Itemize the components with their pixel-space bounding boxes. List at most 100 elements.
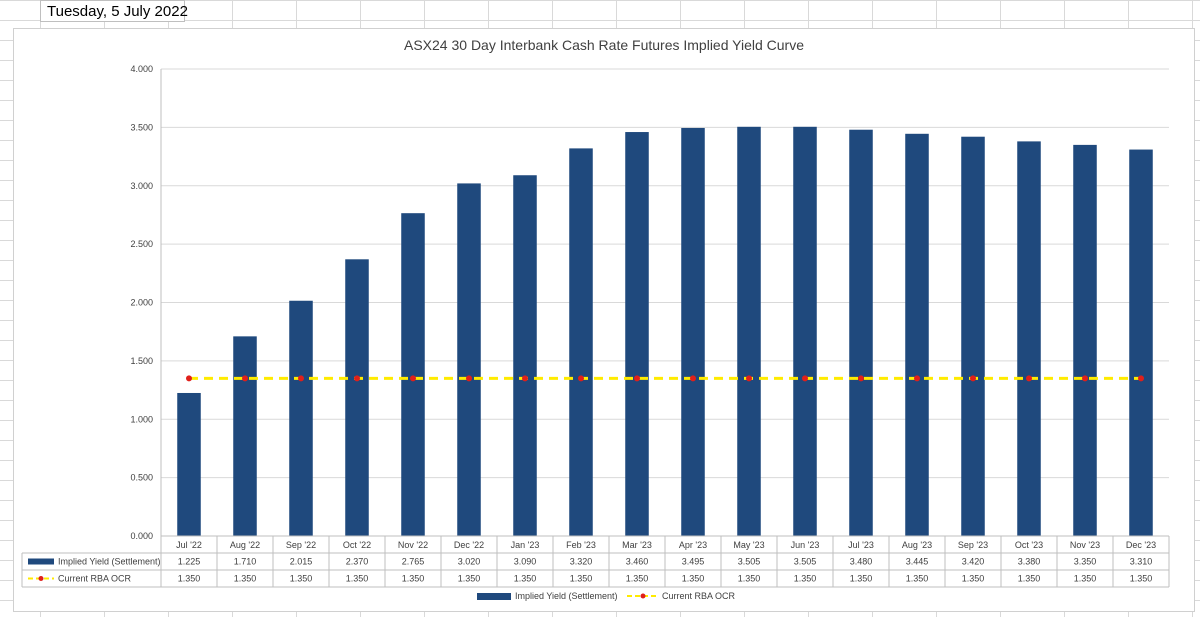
x-tick-label: Mar '23 [622,540,652,550]
y-tick-label: 3.000 [130,181,153,191]
table-value: 3.350 [1074,557,1097,567]
ocr-marker [858,375,864,382]
table-key-bar [28,558,54,565]
table-value: 1.350 [458,574,481,584]
table-value: 1.350 [1130,574,1153,584]
table-value: 3.505 [738,557,761,567]
ocr-marker [186,375,192,382]
ocr-marker [690,375,696,382]
ocr-marker [578,375,584,382]
bar-implied-yield [625,132,649,537]
legend-bar-label: Implied Yield (Settlement) [515,591,618,601]
table-value: 2.765 [402,557,425,567]
y-tick-label: 1.000 [130,414,153,424]
y-tick-label: 0.500 [130,473,153,483]
table-value: 1.710 [234,557,257,567]
y-tick-label: 2.000 [130,298,153,308]
date-cell[interactable]: Tuesday, 5 July 2022 [40,0,188,22]
legend-bar-key [477,593,511,600]
ocr-marker [522,375,528,382]
x-tick-label: Sep '22 [286,540,316,550]
x-tick-label: Feb '23 [566,540,596,550]
bar-implied-yield [737,126,761,536]
legend-line-marker [640,593,646,599]
table-value: 3.380 [1018,557,1041,567]
y-tick-label: 4.000 [130,64,153,74]
legend-line-label: Current RBA OCR [662,591,736,601]
table-value: 3.020 [458,557,481,567]
bar-implied-yield [1073,144,1097,536]
table-value: 1.350 [178,574,201,584]
table-value: 1.350 [346,574,369,584]
x-tick-label: Jul '22 [176,540,202,550]
chart-svg: 0.000 0.500 1.000 1.500 2.000 2.500 3.000 3.500… [21,64,1170,601]
bar-implied-yield [905,133,929,536]
ocr-marker [634,375,640,382]
table-value: 1.350 [570,574,593,584]
table-series-name: Current RBA OCR [58,574,132,584]
table-value: 3.090 [514,557,537,567]
chart-title: ASX24 30 Day Interbank Cash Rate Futures… [404,37,804,53]
bar-implied-yield [513,175,537,536]
x-tick-label: Jun '23 [791,540,820,550]
y-tick-label: 0.000 [130,531,153,541]
bar-implied-yield [1129,149,1153,536]
ocr-marker [1138,375,1144,382]
bar-implied-yield [681,127,705,537]
table-value: 2.370 [346,557,369,567]
x-tick-label: Nov '22 [398,540,428,550]
bar-implied-yield [569,148,593,536]
x-tick-label: Nov '23 [1070,540,1100,550]
bar-implied-yield [233,336,257,536]
table-value: 1.350 [682,574,705,584]
table-value: 1.350 [234,574,257,584]
bar-implied-yield [345,259,369,536]
table-value: 1.350 [1018,574,1041,584]
table-value: 1.350 [850,574,873,584]
bar-implied-yield [961,136,985,536]
table-value: 1.350 [794,574,817,584]
table-key-marker [38,576,44,581]
table-value: 1.350 [906,574,929,584]
ocr-marker [242,375,248,382]
table-value: 1.350 [962,574,985,584]
table-value: 1.350 [738,574,761,584]
table-value: 1.350 [1074,574,1097,584]
ocr-marker [914,375,920,382]
table-value: 3.505 [794,557,817,567]
ocr-marker [298,375,304,382]
ocr-marker [746,375,752,382]
table-value: 1.350 [402,574,425,584]
bar-implied-yield [793,126,817,536]
y-tick-label: 2.500 [130,239,153,249]
table-value: 3.495 [682,557,705,567]
bar-implied-yield [849,129,873,536]
ocr-marker [466,375,472,382]
y-tick-label: 3.500 [130,122,153,132]
table-value: 1.350 [290,574,313,584]
x-tick-label: Oct '23 [1015,540,1043,550]
ocr-marker [410,375,416,382]
bar-implied-yield [289,300,313,536]
table-value: 3.320 [570,557,593,567]
table-value: 1.225 [178,557,201,567]
x-tick-label: May '23 [733,540,764,550]
x-tick-label: Aug '23 [902,540,932,550]
chart-area[interactable]: ASX24 30 Day Interbank Cash Rate Futures… [13,28,1195,612]
table-value: 1.350 [626,574,649,584]
x-tick-label: Jul '23 [848,540,874,550]
x-tick-label: Sep '23 [958,540,988,550]
ocr-marker [354,375,360,382]
bar-implied-yield [401,213,425,536]
table-value: 3.445 [906,557,929,567]
bar-implied-yield [177,392,201,536]
x-tick-label: Dec '22 [454,540,484,550]
ocr-marker [1026,375,1032,382]
bar-implied-yield [1017,141,1041,536]
table-value: 3.310 [1130,557,1153,567]
ocr-marker [802,375,808,382]
table-value: 3.480 [850,557,873,567]
bar-implied-yield [457,183,481,537]
ocr-marker [1082,375,1088,382]
x-tick-label: Aug '22 [230,540,260,550]
